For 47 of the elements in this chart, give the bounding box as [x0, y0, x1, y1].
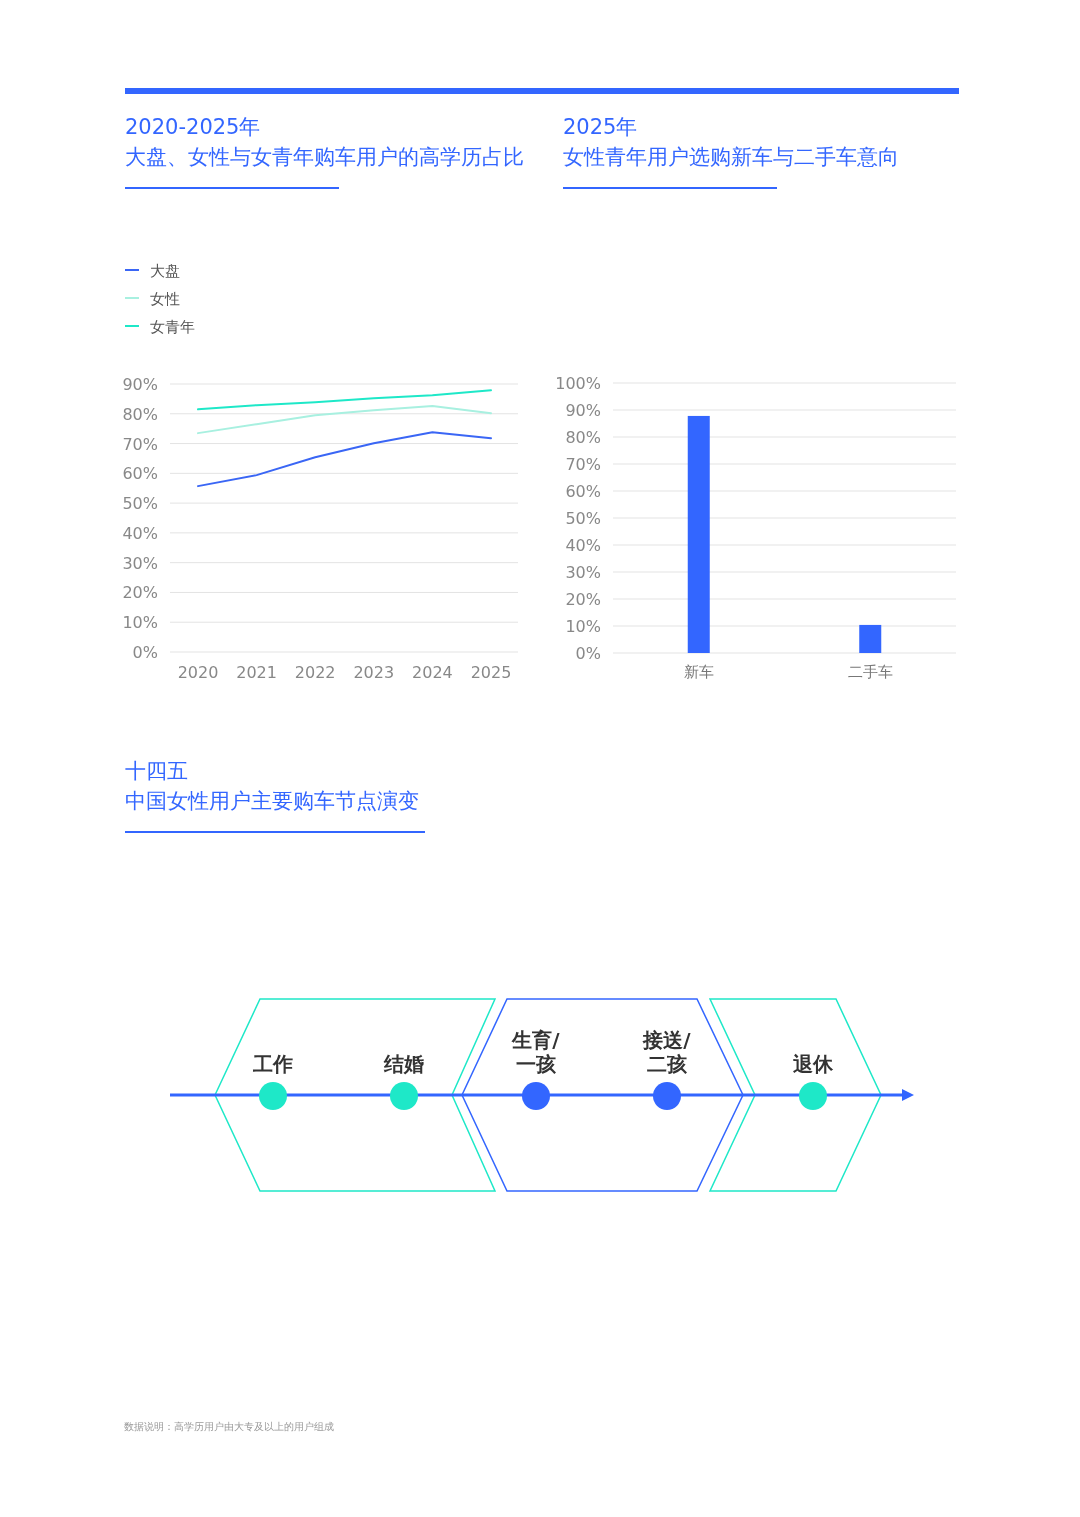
text: 数据说明：高学历用户由大专及以上的用户组成 — [124, 1421, 334, 1432]
x-tick-label: 2024 — [412, 663, 453, 682]
y-tick-label: 30% — [122, 553, 158, 573]
x-tick-label: 2020 — [177, 663, 219, 682]
y-tick-label: 10% — [565, 617, 601, 636]
x-tick-label: 2025 — [470, 663, 512, 682]
y-tick-label: 10% — [122, 613, 158, 633]
line-series — [197, 389, 492, 411]
y-tick-label: 40% — [122, 523, 158, 543]
y-tick-label: 0% — [575, 644, 601, 663]
chart-subtitle: 女性青年用户选购新车与二手车意向 — [563, 145, 899, 169]
y-tick-label: 70% — [122, 434, 158, 454]
category-label: 接送/ 二孩 — [642, 1028, 692, 1076]
category-label: 生育/ 一孩 — [511, 1028, 561, 1076]
legend-label: 女性 — [150, 290, 180, 308]
y-tick-label: 80% — [565, 428, 601, 447]
text: 中国女性用户主要购车节点演变 — [125, 789, 419, 813]
category-label: 结婚 — [383, 1052, 424, 1076]
y-tick-label: 50% — [122, 494, 158, 514]
y-tick-label: 40% — [565, 536, 601, 555]
chart-title: 2020-2025年 — [125, 115, 261, 139]
text: 十四五 — [125, 759, 188, 783]
chart-title: 2025年 — [563, 115, 638, 139]
y-tick-label: 90% — [122, 375, 158, 394]
category-label: 工作 — [252, 1052, 293, 1076]
y-tick-label: 100% — [555, 374, 601, 393]
line-series — [197, 431, 492, 488]
legend-label: 女青年 — [150, 318, 195, 336]
y-tick-label: 80% — [122, 404, 158, 424]
y-tick-label: 30% — [565, 563, 601, 582]
line-series — [197, 405, 492, 435]
y-tick-label: 0% — [132, 643, 158, 662]
y-tick-label: 20% — [122, 583, 158, 603]
y-tick-label: 20% — [565, 590, 601, 609]
legend-label: 大盘 — [150, 262, 180, 280]
category-label: 退休 — [792, 1052, 834, 1076]
y-tick-label: 60% — [565, 482, 601, 501]
x-tick-label: 2021 — [236, 663, 277, 682]
chart-subtitle: 大盘、女性与女青年购车用户的高学历占比 — [125, 145, 524, 169]
x-tick-label: 二手车 — [847, 663, 893, 681]
y-tick-label: 70% — [565, 455, 601, 474]
x-tick-label: 2023 — [353, 663, 395, 682]
x-tick-label: 新车 — [683, 663, 714, 681]
x-tick-label: 2022 — [294, 663, 336, 682]
y-tick-label: 90% — [565, 401, 601, 420]
y-tick-label: 60% — [122, 464, 158, 484]
y-tick-label: 50% — [565, 509, 601, 528]
